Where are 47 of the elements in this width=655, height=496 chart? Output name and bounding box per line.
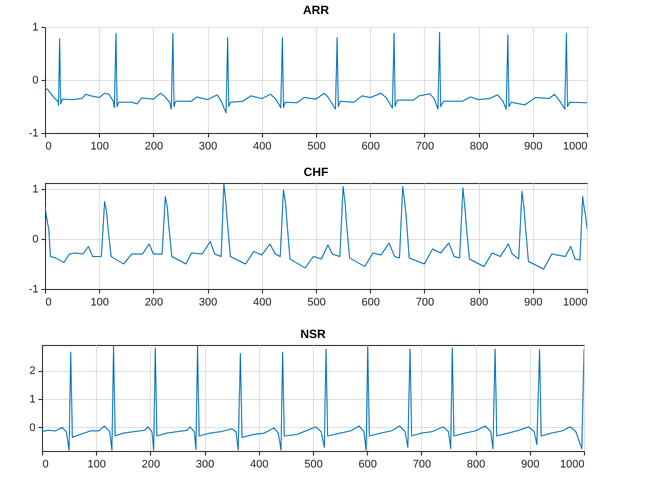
x-tick-label: 600 [362, 296, 380, 308]
x-tick-label: 900 [524, 140, 542, 152]
x-tick-label: 900 [521, 458, 540, 470]
x-tick-label: 800 [470, 140, 488, 152]
x-tick-label: 400 [250, 458, 268, 470]
x-tick-label: 100 [90, 140, 109, 152]
x-tick-label: 900 [524, 296, 542, 308]
x-tick-label: 100 [88, 458, 106, 470]
x-tick-label: 600 [362, 140, 380, 152]
line-series [45, 184, 587, 270]
x-tick-label: 500 [307, 296, 326, 308]
x-tick-label: 600 [358, 458, 377, 470]
y-tick-label: -1 [28, 284, 38, 296]
y-tick-label: 1 [29, 393, 36, 406]
x-tick-label: 700 [416, 140, 434, 152]
x-tick-label: 800 [466, 458, 486, 470]
x-tick-label: 0 [42, 458, 49, 470]
x-tick-label: 400 [253, 140, 272, 152]
y-tick-label: 1 [32, 184, 38, 196]
x-tick-label: 200 [144, 140, 164, 152]
x-tick-label: 1000 [563, 140, 588, 152]
x-tick-label: 300 [196, 458, 214, 470]
x-tick-label: 400 [253, 296, 272, 308]
x-tick-label: 0 [46, 140, 52, 152]
x-tick-label: 500 [304, 458, 323, 470]
y-tick-label: 1 [32, 22, 38, 34]
x-tick-label: 800 [470, 296, 488, 308]
chart-title: ARR [303, 3, 330, 17]
y-tick-label: -1 [28, 128, 38, 140]
x-tick-label: 300 [198, 296, 218, 308]
chart-title: NSR [300, 327, 326, 341]
x-tick-label: 0 [46, 296, 52, 308]
x-tick-label: 700 [416, 296, 434, 308]
line-series [45, 32, 587, 114]
x-tick-label: 700 [412, 458, 432, 470]
x-tick-label: 300 [198, 140, 218, 152]
y-tick-label: 2 [29, 365, 36, 378]
y-tick-label: 0 [32, 234, 38, 246]
y-tick-label: 0 [29, 422, 36, 434]
x-tick-label: 200 [144, 296, 164, 308]
chart-title: CHF [304, 165, 328, 179]
x-tick-label: 500 [307, 140, 326, 152]
y-tick-label: 0 [32, 74, 38, 86]
x-tick-label: 1000 [563, 296, 588, 308]
x-tick-label: 100 [90, 296, 109, 308]
x-tick-label: 200 [142, 458, 160, 470]
x-tick-label: 1000 [560, 458, 584, 470]
